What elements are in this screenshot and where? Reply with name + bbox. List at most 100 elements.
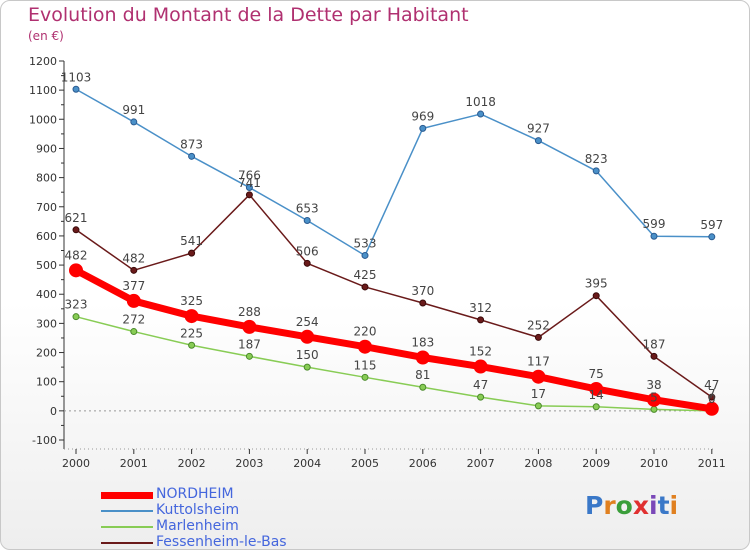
data-point [419, 124, 427, 132]
data-label: 927 [527, 122, 550, 136]
x-tick-label: 2005 [351, 457, 379, 470]
data-label: 1103 [61, 70, 92, 84]
data-label: 288 [238, 305, 261, 319]
data-point [534, 402, 542, 410]
data-label: 312 [469, 301, 492, 315]
y-tick-label: -100 [32, 434, 57, 447]
data-label: 597 [700, 218, 723, 232]
data-point [477, 110, 485, 118]
y-tick-label: 300 [36, 317, 57, 330]
data-point [184, 309, 199, 324]
chart-unit: (en €) [28, 29, 64, 43]
data-point [303, 363, 311, 371]
y-tick-label: 800 [36, 172, 57, 185]
data-point [708, 233, 716, 241]
data-label: 506 [296, 244, 319, 258]
data-point [130, 118, 138, 126]
data-point [704, 401, 719, 416]
data-point [126, 293, 141, 308]
y-tick-label: 100 [36, 376, 57, 389]
data-point [419, 299, 427, 307]
data-label: 187 [238, 337, 261, 351]
data-label: 272 [122, 313, 145, 327]
data-label: 482 [65, 248, 88, 262]
data-point [188, 341, 196, 349]
data-label: 252 [527, 318, 550, 332]
data-point [650, 405, 658, 413]
data-label: 766 [238, 169, 261, 183]
data-point [708, 393, 716, 401]
data-label: 47 [704, 378, 719, 392]
data-label: 621 [65, 211, 88, 225]
data-point [69, 263, 83, 278]
data-label: 533 [354, 236, 377, 250]
data-point [650, 352, 658, 360]
data-label: 17 [531, 387, 546, 401]
data-label: 117 [527, 355, 550, 369]
data-point [534, 333, 542, 341]
data-point [72, 85, 80, 93]
data-point [477, 316, 485, 324]
data-label: 823 [585, 152, 608, 166]
data-point [419, 383, 427, 391]
data-point [592, 403, 600, 411]
data-label: 225 [180, 326, 203, 340]
series-line-fessenheim-le-bas [75, 194, 713, 398]
x-tick-label: 2000 [62, 457, 90, 470]
x-tick-label: 2003 [235, 457, 263, 470]
data-label: 741 [238, 176, 261, 190]
data-point [361, 251, 369, 259]
data-label: 75 [589, 367, 604, 381]
data-label: 7 [708, 387, 716, 401]
data-point [415, 350, 430, 365]
data-label: 150 [296, 348, 319, 362]
x-tick-label: 2010 [640, 457, 668, 470]
x-tick-label: 2006 [409, 457, 437, 470]
data-label: 1018 [465, 95, 496, 109]
data-label: 425 [354, 268, 377, 282]
data-point [130, 328, 138, 336]
data-point [300, 329, 315, 344]
y-tick-label: 400 [36, 288, 57, 301]
data-label: 47 [473, 378, 488, 392]
legend-label: Kuttolsheim [156, 502, 240, 518]
legend-swatch [101, 542, 153, 544]
x-tick-label: 2009 [582, 457, 610, 470]
data-label: 152 [469, 345, 492, 359]
data-label: 81 [415, 368, 430, 382]
data-point [592, 167, 600, 175]
y-tick-label: 1100 [29, 84, 57, 97]
data-label: 873 [180, 137, 203, 151]
data-point [242, 319, 257, 334]
data-label: 5 [650, 390, 658, 404]
data-point [650, 232, 658, 240]
data-point [531, 369, 546, 384]
data-point [477, 393, 485, 401]
data-point [188, 249, 196, 257]
data-point [647, 392, 661, 407]
data-point [245, 352, 253, 360]
y-tick-label: 500 [36, 259, 57, 272]
data-label: 599 [643, 217, 666, 231]
y-tick-label: 1000 [29, 113, 57, 126]
data-point [188, 152, 196, 160]
data-label: 187 [643, 337, 666, 351]
y-tick-label: 1200 [29, 55, 57, 68]
data-point [592, 292, 600, 300]
data-label: 220 [354, 325, 377, 339]
data-label: 991 [122, 103, 145, 117]
data-point [361, 373, 369, 381]
data-label: 370 [411, 284, 434, 298]
chart-title: Evolution du Montant de la Dette par Hab… [28, 4, 469, 26]
x-tick-label: 2007 [467, 457, 495, 470]
data-label: 183 [411, 335, 434, 349]
data-point [245, 191, 253, 199]
series-line-marlenheim [75, 315, 713, 412]
proxiti-logo: Proxiti [585, 491, 679, 520]
legend-label: Marlenheim [156, 518, 239, 534]
data-point [361, 283, 369, 291]
data-point [72, 313, 80, 321]
data-label: 254 [296, 315, 319, 329]
x-tick-label: 2004 [293, 457, 321, 470]
